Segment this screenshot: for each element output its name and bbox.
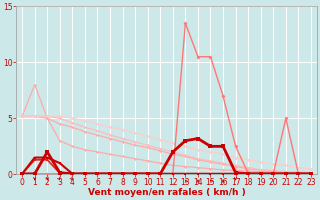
- X-axis label: Vent moyen/en rafales ( km/h ): Vent moyen/en rafales ( km/h ): [88, 188, 245, 197]
